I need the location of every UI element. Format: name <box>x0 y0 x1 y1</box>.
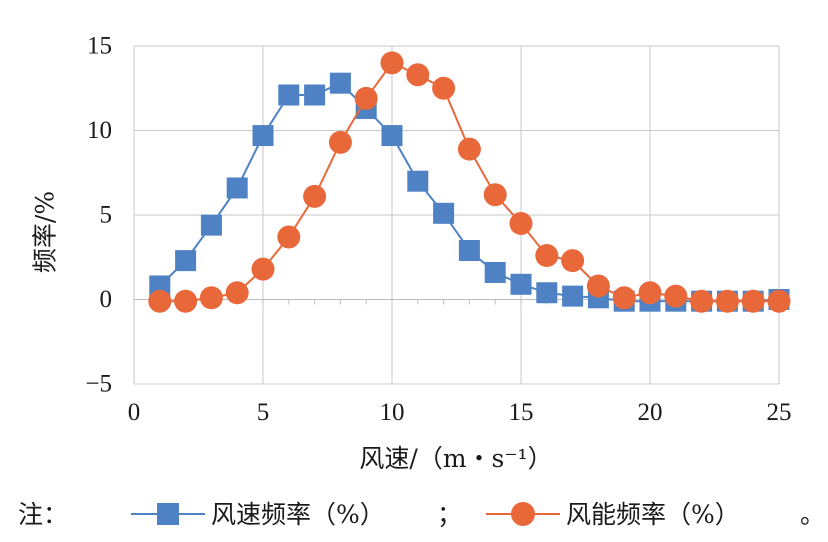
x-tick-label: 10 <box>380 399 405 426</box>
data-point-square <box>329 72 351 94</box>
x-tick-label: 25 <box>767 399 792 426</box>
data-point-circle <box>586 274 610 298</box>
data-point-circle <box>457 137 481 161</box>
data-point-circle <box>561 249 585 273</box>
data-point-circle <box>199 286 223 310</box>
data-point-circle <box>664 284 688 308</box>
data-point-circle <box>303 184 327 208</box>
data-point-square <box>200 214 222 236</box>
y-tick-label: 10 <box>87 117 112 144</box>
y-tick-label: −5 <box>85 371 112 398</box>
data-point-circle <box>741 289 765 313</box>
x-axis-title: 风速/（m・s⁻¹） <box>359 444 552 473</box>
data-point-circle <box>483 183 507 207</box>
data-point-square <box>536 282 558 304</box>
data-point-square <box>304 84 326 106</box>
data-point-square <box>407 170 429 192</box>
legend-prefix: 注： <box>18 500 68 529</box>
legend-circle-marker-icon <box>511 502 535 526</box>
data-point-circle <box>432 76 456 100</box>
data-point-circle <box>328 130 352 154</box>
data-point-square <box>175 250 197 272</box>
data-point-circle <box>277 225 301 249</box>
data-point-circle <box>715 289 739 313</box>
data-point-square <box>278 84 300 106</box>
data-point-circle <box>225 281 249 305</box>
data-point-circle <box>148 289 172 313</box>
data-point-circle <box>535 244 559 268</box>
y-axis-title: 频率/% <box>31 191 60 273</box>
x-tick-label: 15 <box>509 399 534 426</box>
grid-lines <box>133 45 780 385</box>
data-point-square <box>458 239 480 261</box>
data-point-square <box>433 202 455 224</box>
legend: 注： 风速频率（%） ； 风能频率（%） 。 <box>18 500 825 529</box>
data-point-circle <box>174 289 198 313</box>
y-tick-label: 15 <box>87 33 112 60</box>
legend-label-wind-speed: 风速频率（%） <box>211 500 385 529</box>
data-point-circle <box>509 211 533 235</box>
data-point-circle <box>638 281 662 305</box>
tick-labels: 0 5 10 15 20 25 15 10 5 0 −5 <box>85 33 791 427</box>
y-tick-label: 0 <box>100 286 113 313</box>
x-tick-label: 0 <box>128 399 141 426</box>
data-point-square <box>252 125 274 147</box>
data-point-circle <box>251 257 275 281</box>
legend-end: 。 <box>800 500 825 529</box>
legend-label-wind-energy: 风能频率（%） <box>566 500 740 529</box>
data-point-circle <box>354 86 378 110</box>
legend-separator: ； <box>437 500 462 529</box>
data-point-circle <box>690 289 714 313</box>
data-point-circle <box>380 51 404 75</box>
x-tick-label: 5 <box>257 399 270 426</box>
data-point-square <box>484 261 506 283</box>
data-point-circle <box>767 289 791 313</box>
x-tick-label: 20 <box>638 399 663 426</box>
data-point-circle <box>406 63 430 87</box>
data-point-square <box>226 177 248 199</box>
data-point-square <box>562 285 584 307</box>
legend-square-marker-icon <box>157 503 179 525</box>
plot-area <box>148 51 791 313</box>
data-point-square <box>381 125 403 147</box>
data-point-square <box>510 273 532 295</box>
y-tick-label: 5 <box>100 202 113 229</box>
data-point-circle <box>612 286 636 310</box>
